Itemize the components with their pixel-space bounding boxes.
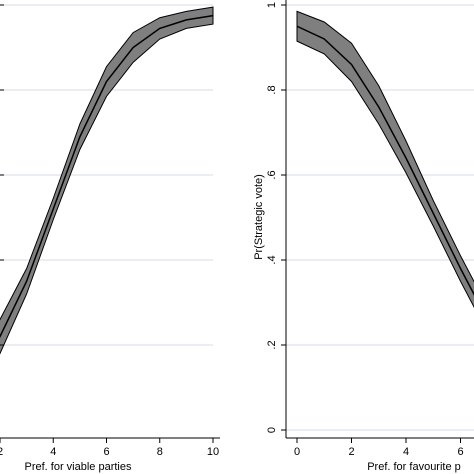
x-tick-label: 4 (403, 446, 409, 458)
x-tick-label: 6 (457, 446, 463, 458)
x-axis-title: Pref. for favourite p (367, 461, 461, 473)
x-tick-label: 2 (0, 446, 3, 458)
fitted-line (0, 14, 214, 338)
x-axis-title: Pref. for viable parties (25, 461, 132, 473)
y-tick-label: .2 (266, 340, 278, 349)
x-tick-label: 2 (348, 446, 354, 458)
y-axis-title: Pr(Strategic vote) (253, 174, 265, 260)
x-tick-label: 0 (294, 446, 300, 458)
confidence-band (0, 6, 214, 355)
y-tick-label: .4 (266, 255, 278, 264)
y-tick-label: .8 (266, 85, 278, 94)
left-panel: 2 4 6 8 10 Pref. for viable parties (0, 4, 220, 473)
y-tick-label: 0 (266, 427, 278, 433)
x-tick-label: 10 (207, 446, 219, 458)
right-panel: 0 2 4 6 Pref. for favourite p 0 .2 .4 .6 .8 1 Pr(St… (253, 0, 474, 473)
x-tick-label: 6 (103, 446, 109, 458)
x-tick-label: 4 (50, 446, 56, 458)
y-tick-label: 1 (266, 2, 278, 8)
x-tick-label: 8 (157, 446, 163, 458)
fitted-line (296, 25, 474, 296)
y-tick-label: .6 (266, 170, 278, 179)
confidence-band (296, 10, 474, 309)
